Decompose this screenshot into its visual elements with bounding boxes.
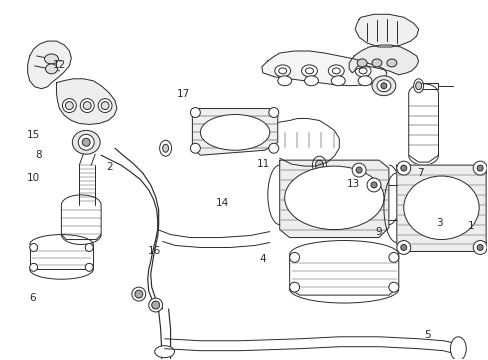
Ellipse shape <box>268 108 278 117</box>
Ellipse shape <box>80 99 94 113</box>
Ellipse shape <box>380 83 386 89</box>
Ellipse shape <box>98 99 112 113</box>
Ellipse shape <box>163 144 168 152</box>
Text: 3: 3 <box>435 218 442 228</box>
Ellipse shape <box>388 252 398 262</box>
Ellipse shape <box>371 59 381 67</box>
Ellipse shape <box>449 337 466 360</box>
Text: 16: 16 <box>147 247 161 256</box>
Polygon shape <box>28 41 71 89</box>
Ellipse shape <box>30 243 38 251</box>
Text: 5: 5 <box>423 330 430 341</box>
Ellipse shape <box>472 240 486 255</box>
Ellipse shape <box>200 114 269 150</box>
Text: 11: 11 <box>256 159 269 169</box>
Ellipse shape <box>396 161 410 175</box>
Ellipse shape <box>413 79 423 93</box>
Polygon shape <box>279 160 388 238</box>
Ellipse shape <box>85 264 93 271</box>
Ellipse shape <box>415 82 421 90</box>
Ellipse shape <box>82 138 90 146</box>
Ellipse shape <box>351 163 366 177</box>
Ellipse shape <box>278 68 286 74</box>
Ellipse shape <box>190 108 200 117</box>
Ellipse shape <box>65 102 73 109</box>
Ellipse shape <box>304 76 318 86</box>
Ellipse shape <box>400 165 406 171</box>
Ellipse shape <box>160 140 171 156</box>
Text: 14: 14 <box>215 198 228 208</box>
Ellipse shape <box>327 65 344 77</box>
Ellipse shape <box>30 264 38 271</box>
Text: 10: 10 <box>27 173 40 183</box>
Text: 17: 17 <box>176 89 189 99</box>
Polygon shape <box>192 109 277 155</box>
Ellipse shape <box>370 182 376 188</box>
Ellipse shape <box>101 102 109 109</box>
Ellipse shape <box>62 99 76 113</box>
Text: 1: 1 <box>467 221 473 231</box>
Ellipse shape <box>354 65 370 77</box>
Text: 12: 12 <box>53 60 66 70</box>
Ellipse shape <box>386 59 396 67</box>
Ellipse shape <box>132 287 145 301</box>
Ellipse shape <box>356 59 366 67</box>
Text: 4: 4 <box>259 253 265 264</box>
Ellipse shape <box>85 243 93 251</box>
Text: 9: 9 <box>375 227 381 237</box>
Ellipse shape <box>403 176 478 239</box>
Polygon shape <box>354 14 418 47</box>
Ellipse shape <box>268 143 278 153</box>
Ellipse shape <box>274 65 290 77</box>
Ellipse shape <box>376 80 390 92</box>
Ellipse shape <box>190 143 200 153</box>
Ellipse shape <box>315 160 323 170</box>
Ellipse shape <box>44 54 59 64</box>
Ellipse shape <box>331 76 345 86</box>
Ellipse shape <box>472 161 486 175</box>
Ellipse shape <box>284 166 383 230</box>
Ellipse shape <box>388 282 398 292</box>
Text: 7: 7 <box>416 168 423 178</box>
Ellipse shape <box>358 68 366 74</box>
Ellipse shape <box>151 301 160 309</box>
Ellipse shape <box>312 156 325 174</box>
Polygon shape <box>262 51 386 86</box>
Text: 6: 6 <box>29 293 36 303</box>
Ellipse shape <box>396 240 410 255</box>
Ellipse shape <box>154 346 174 357</box>
Ellipse shape <box>305 68 313 74</box>
Ellipse shape <box>277 76 291 86</box>
Ellipse shape <box>135 290 142 298</box>
Text: 8: 8 <box>35 150 41 160</box>
Ellipse shape <box>301 65 317 77</box>
Ellipse shape <box>371 76 395 96</box>
Ellipse shape <box>355 167 361 173</box>
Ellipse shape <box>289 282 299 292</box>
Ellipse shape <box>45 64 57 74</box>
Ellipse shape <box>72 130 100 154</box>
Ellipse shape <box>357 76 371 86</box>
Ellipse shape <box>400 244 406 251</box>
Ellipse shape <box>78 134 94 150</box>
Ellipse shape <box>476 244 482 251</box>
Polygon shape <box>396 165 485 251</box>
Ellipse shape <box>476 165 482 171</box>
Text: 15: 15 <box>27 130 41 140</box>
Ellipse shape <box>366 178 380 192</box>
Polygon shape <box>56 79 117 125</box>
Ellipse shape <box>289 252 299 262</box>
Ellipse shape <box>332 68 340 74</box>
Ellipse shape <box>83 102 91 109</box>
Ellipse shape <box>148 298 163 312</box>
Polygon shape <box>348 45 418 75</box>
Text: 13: 13 <box>346 179 359 189</box>
Text: 2: 2 <box>106 162 113 172</box>
